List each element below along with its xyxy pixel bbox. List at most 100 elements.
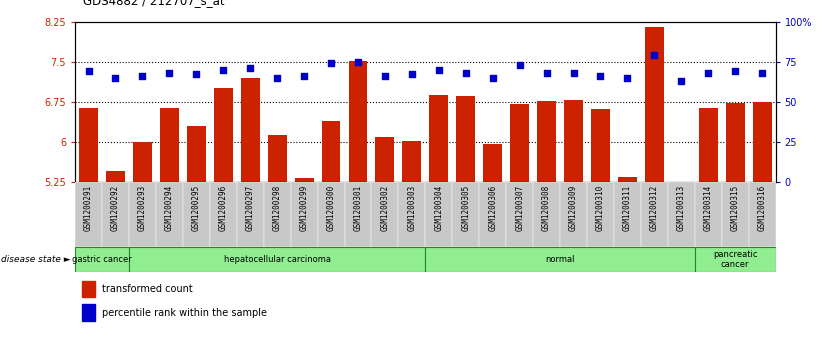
Point (513, 62, 526, 68)
Text: percentile rank within the sample: percentile rank within the sample (102, 308, 267, 318)
Bar (371, 182, 399, 247)
Point (648, 52, 661, 58)
Text: gastric cancer: gastric cancer (72, 255, 132, 264)
Bar (375, 137, 394, 182)
Text: GSM1200307: GSM1200307 (515, 185, 524, 231)
Text: GSM1200295: GSM1200295 (192, 185, 201, 231)
Point (729, 68, 742, 74)
Point (756, 70, 769, 76)
Bar (618, 177, 637, 182)
Bar (668, 182, 695, 247)
Point (270, 75, 284, 81)
Text: GSM1200315: GSM1200315 (731, 185, 740, 231)
Bar (587, 182, 614, 247)
Bar (349, 61, 368, 182)
Point (701, 70, 715, 76)
Text: GSM1200301: GSM1200301 (354, 185, 363, 231)
Bar (187, 126, 206, 182)
Text: GSM1200293: GSM1200293 (138, 185, 147, 231)
Bar (156, 182, 183, 247)
Point (432, 67, 445, 73)
Point (675, 78, 688, 84)
Bar (753, 102, 771, 182)
Text: GSM1200297: GSM1200297 (246, 185, 254, 231)
Bar (344, 182, 371, 247)
Bar (129, 247, 425, 272)
Bar (82, 304, 95, 321)
Point (163, 70, 176, 76)
Point (567, 70, 580, 76)
Bar (399, 182, 425, 247)
Bar (106, 171, 125, 182)
Bar (75, 247, 129, 272)
Bar (241, 78, 259, 182)
Text: GSM1200294: GSM1200294 (165, 185, 173, 231)
Bar (533, 182, 560, 247)
Bar (294, 178, 314, 182)
Bar (510, 104, 529, 182)
Bar (82, 281, 95, 297)
Bar (318, 182, 344, 247)
Bar (210, 182, 237, 247)
Point (136, 73, 149, 79)
Text: GSM1200314: GSM1200314 (704, 185, 713, 231)
Point (189, 72, 203, 77)
Text: GSM1200296: GSM1200296 (219, 185, 228, 231)
Bar (614, 182, 641, 247)
Bar (749, 182, 776, 247)
Bar (560, 182, 587, 247)
Point (405, 72, 419, 77)
Bar (322, 121, 340, 182)
Bar (721, 182, 749, 247)
Text: GSM1200308: GSM1200308 (542, 185, 551, 231)
Text: hepatocellular carcinoma: hepatocellular carcinoma (224, 255, 330, 264)
Bar (645, 27, 664, 182)
Text: GSM1200299: GSM1200299 (299, 185, 309, 231)
Bar (75, 182, 102, 247)
Text: GSM1200300: GSM1200300 (327, 185, 335, 231)
Point (620, 75, 634, 81)
Bar (483, 144, 502, 182)
Bar (430, 95, 448, 182)
Text: normal: normal (545, 255, 575, 264)
Bar (102, 182, 129, 247)
Point (217, 67, 230, 73)
Bar (264, 182, 290, 247)
Point (594, 73, 607, 79)
Bar (456, 96, 475, 182)
Text: GSM1200304: GSM1200304 (435, 185, 444, 231)
Text: GSM1200311: GSM1200311 (623, 185, 632, 231)
Bar (160, 108, 178, 182)
Point (540, 70, 553, 76)
Bar (537, 101, 556, 182)
Point (351, 59, 364, 65)
Point (459, 70, 472, 76)
Point (244, 65, 257, 71)
Bar (591, 109, 610, 182)
Text: GSM1200310: GSM1200310 (596, 185, 605, 231)
Bar (695, 182, 721, 247)
Bar (695, 247, 776, 272)
Bar (425, 182, 452, 247)
Point (324, 60, 338, 66)
Text: GSM1200313: GSM1200313 (677, 185, 686, 231)
Point (379, 73, 392, 79)
Text: GSM1200305: GSM1200305 (461, 185, 470, 231)
Text: GSM1200306: GSM1200306 (488, 185, 497, 231)
Bar (506, 182, 533, 247)
Bar (183, 182, 210, 247)
Text: GSM1200316: GSM1200316 (757, 185, 766, 231)
Text: disease state ►: disease state ► (1, 255, 70, 264)
Bar (425, 247, 695, 272)
Text: GDS4882 / 212707_s_at: GDS4882 / 212707_s_at (83, 0, 225, 7)
Bar (452, 182, 480, 247)
Bar (564, 99, 583, 182)
Point (298, 73, 311, 79)
Bar (79, 108, 98, 182)
Bar (403, 141, 421, 182)
Text: GSM1200292: GSM1200292 (111, 185, 120, 231)
Text: GSM1200291: GSM1200291 (84, 185, 93, 231)
Bar (214, 88, 233, 182)
Bar (699, 108, 718, 182)
Bar (133, 142, 152, 182)
